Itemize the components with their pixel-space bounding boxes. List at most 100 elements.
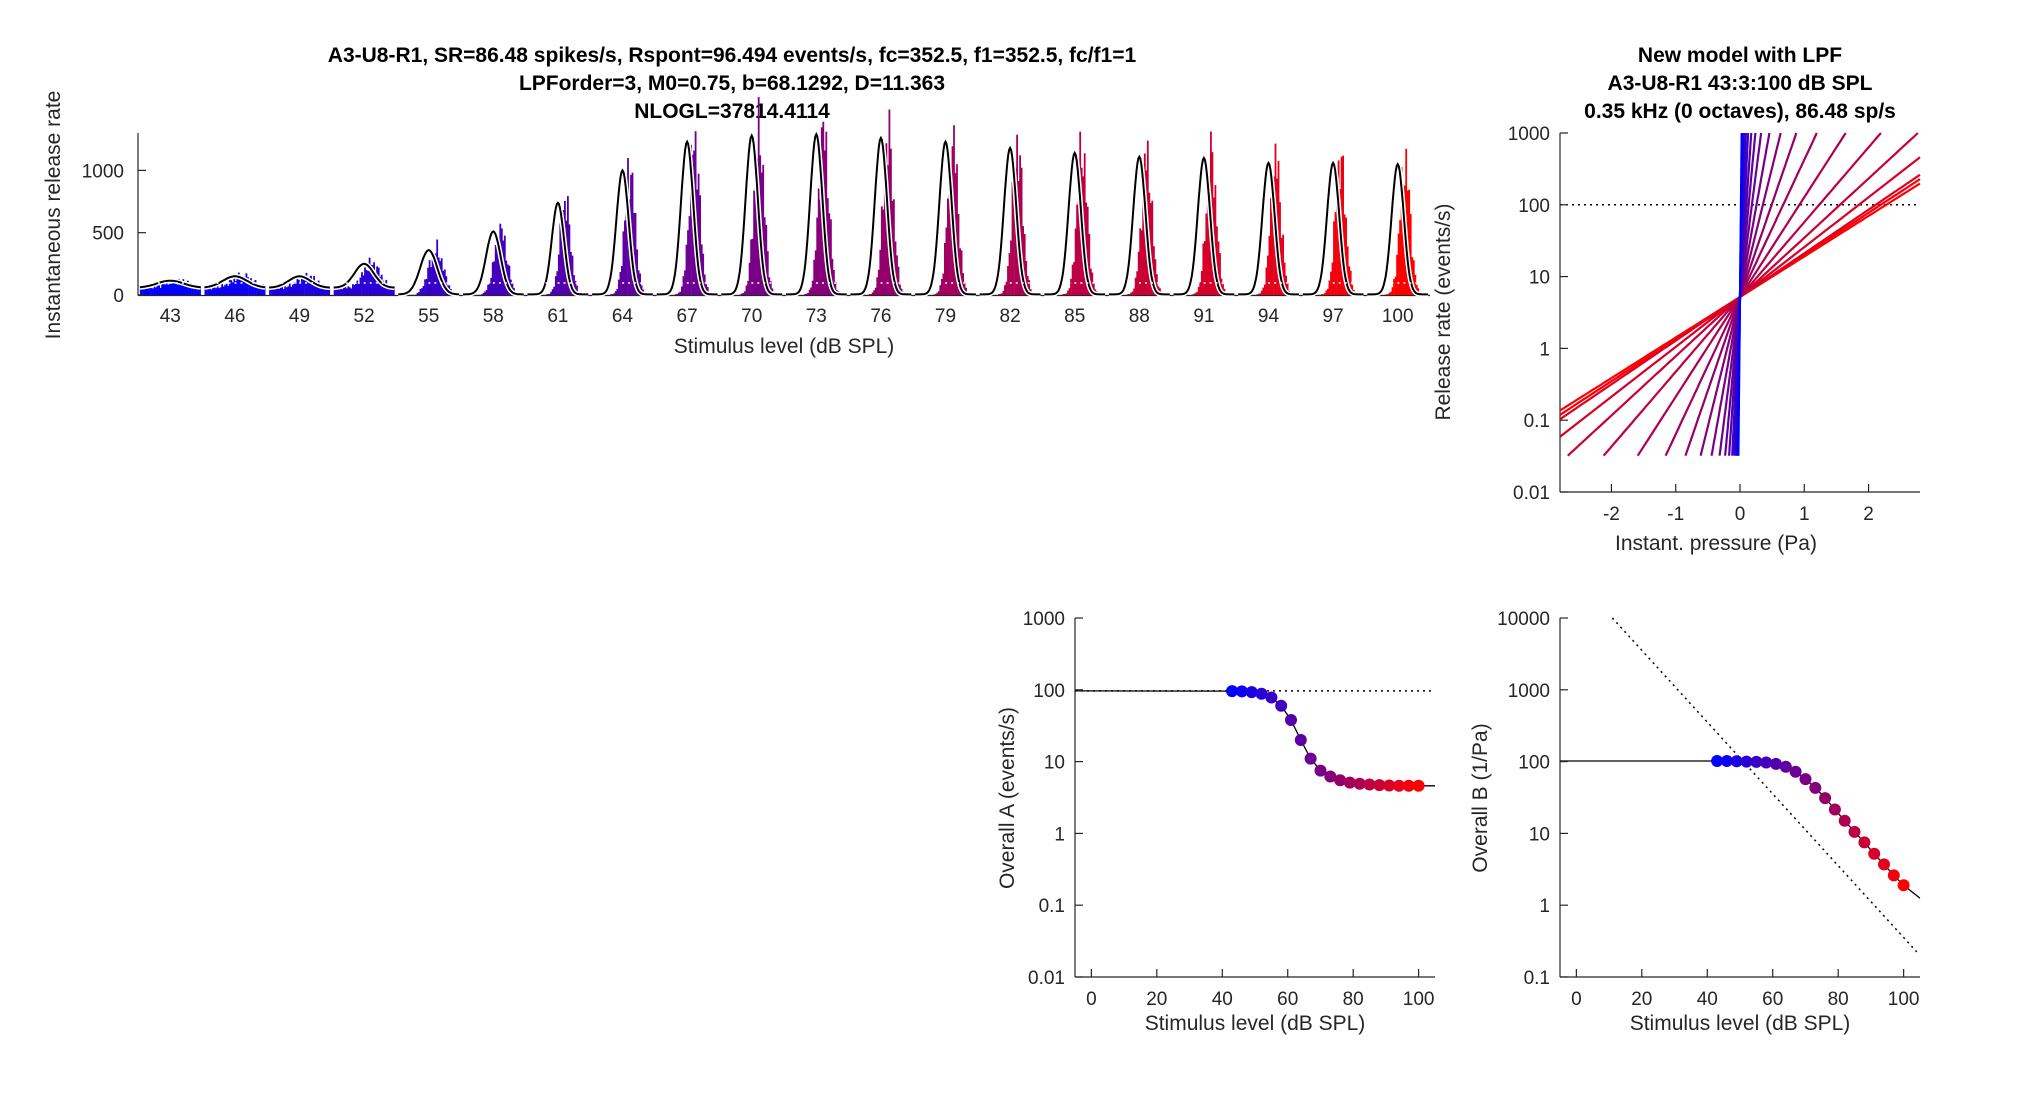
hist-bar-55-12 [416, 292, 419, 295]
hist-bar-91-21 [1205, 213, 1208, 295]
hist-bar-55-19 [427, 267, 429, 295]
hist-bar-67-20 [687, 230, 689, 295]
hist-x-tick-97: 97 [1323, 306, 1344, 327]
hist-bar-46-30 [250, 278, 252, 295]
overall-b-panel: 0.1 1 10 100 1000 10000 0 20 40 60 80 100 Stimulus … [1469, 609, 1921, 1035]
hist-bar-94-26 [1277, 160, 1280, 295]
hist-bar-64-26 [631, 172, 634, 295]
hist-bar-49-4 [275, 288, 277, 295]
fit-curve-91 [1173, 155, 1235, 296]
fit-curve-79 [915, 139, 976, 296]
hist-bar-61-19 [556, 271, 559, 295]
overall-a-point-79 [1343, 776, 1356, 789]
hist-bar-70-30 [766, 251, 769, 295]
hist-bar-70-18 [748, 262, 751, 295]
hist-bar-49-23 [304, 275, 306, 295]
hist-bar-88-14 [1130, 292, 1132, 295]
hist-bar-52-17 [359, 277, 362, 295]
hist-bar-73-14 [807, 293, 809, 295]
hist-bar-97-17 [1328, 280, 1331, 295]
overall-a-y-tick-0: 0.01 [1028, 968, 1065, 989]
hist-bar-43-4 [146, 287, 148, 295]
hist-marks [137, 97, 1430, 297]
hist-bar-52-9 [347, 286, 350, 295]
hist-bar-46-17 [230, 280, 233, 295]
hist-bar-73-15 [808, 289, 811, 295]
hist-bar-97-13 [1322, 294, 1325, 295]
hist-x-label: Stimulus level (dB SPL) [674, 335, 895, 358]
hist-bar-58-23 [497, 250, 500, 295]
hist-bar-91-29 [1217, 241, 1220, 295]
hist-bar-73-22 [819, 199, 822, 295]
hist-bar-94-17 [1263, 284, 1266, 295]
hist-bar-43-38 [197, 286, 200, 295]
hist-bar-52-32 [382, 280, 385, 295]
hist-bar-88-16 [1133, 288, 1135, 295]
hist-bar-67-29 [700, 244, 703, 295]
hist-bar-43-7 [150, 288, 153, 295]
io-x-tick-3: 1 [1799, 504, 1810, 525]
overall-b-point-88 [1858, 836, 1871, 849]
hist-bar-76-30 [896, 255, 898, 295]
hist-bar-46-15 [227, 285, 230, 295]
fit-curve-70 [721, 133, 783, 296]
hist-bar-82-28 [1022, 226, 1024, 295]
hist-bar-43-25 [177, 278, 180, 295]
hist-x-tick-94: 94 [1258, 306, 1280, 327]
hist-bar-100-20 [1397, 233, 1400, 295]
hist-bar-52-7 [344, 286, 347, 295]
hist-bar-49-36 [323, 288, 326, 295]
hist-bar-79-18 [942, 273, 945, 295]
hist-bar-46-36 [259, 285, 261, 295]
overall-a-fit-line [1074, 690, 1435, 787]
hist-bar-100-21 [1399, 220, 1401, 295]
hist-bar-85-13 [1064, 293, 1066, 295]
overall-a-ticks: 0.01 0.1 1 10 100 1000 0 20 40 60 80 100 [1023, 609, 1435, 1010]
hist-bar-70-22 [754, 168, 757, 295]
hist-bar-76-28 [893, 199, 895, 295]
hist-bar-73-19 [814, 250, 817, 295]
hist-bar-61-27 [568, 224, 571, 295]
hist-bar-67-19 [685, 244, 688, 295]
hist-bar-52-35 [386, 285, 389, 295]
hist-bar-67-18 [684, 270, 686, 295]
hist-bar-58-17 [488, 283, 491, 295]
io-y-label: Release rate (events/s) [1432, 203, 1455, 420]
hist-bar-49-21 [301, 275, 303, 295]
hist-bar-61-22 [560, 231, 563, 295]
hist-bar-70-31 [768, 277, 771, 295]
hist-bar-43-16 [164, 284, 166, 295]
hist-bar-76-29 [894, 241, 897, 295]
hist-bar-82-27 [1020, 167, 1023, 295]
hist-x-tick-49: 49 [289, 306, 310, 327]
hist-bar-64-19 [621, 266, 623, 295]
hist-bar-82-16 [1004, 285, 1006, 295]
hist-bar-70-29 [765, 224, 768, 295]
overall-b-point-82 [1838, 814, 1851, 827]
hist-bar-97-14 [1324, 293, 1326, 295]
overall-b-point-100 [1897, 879, 1910, 892]
hist-bar-46-8 [216, 286, 219, 295]
hist-bar-91-28 [1216, 226, 1218, 295]
hist-bar-49-7 [279, 286, 282, 295]
hist-bar-94-13 [1257, 293, 1260, 295]
hist-bar-82-18 [1007, 266, 1009, 295]
hist-bar-100-13 [1387, 294, 1389, 295]
overall-a-x-tick-0: 0 [1086, 989, 1097, 1010]
overall-a-x-label: Stimulus level (dB SPL) [1145, 1012, 1366, 1035]
hist-bar-85-17 [1070, 278, 1072, 295]
hist-bar-91-15 [1196, 291, 1199, 295]
hist-bar-43-14 [161, 284, 163, 295]
hist-bar-100-12 [1385, 294, 1388, 295]
hist-bar-43-33 [190, 283, 192, 295]
hist-bar-67-15 [679, 291, 682, 295]
hist-bar-49-5 [276, 287, 279, 295]
hist-bar-82-19 [1008, 253, 1011, 295]
overall-b-point-58 [1760, 756, 1773, 769]
overall-a-point-73 [1324, 770, 1337, 783]
overall-b-point-64 [1779, 760, 1792, 773]
hist-bar-49-30 [314, 281, 317, 295]
hist-bar-79-14 [936, 292, 939, 295]
hist-bar-67-32 [705, 284, 708, 295]
hist-bar-52-6 [342, 288, 345, 295]
